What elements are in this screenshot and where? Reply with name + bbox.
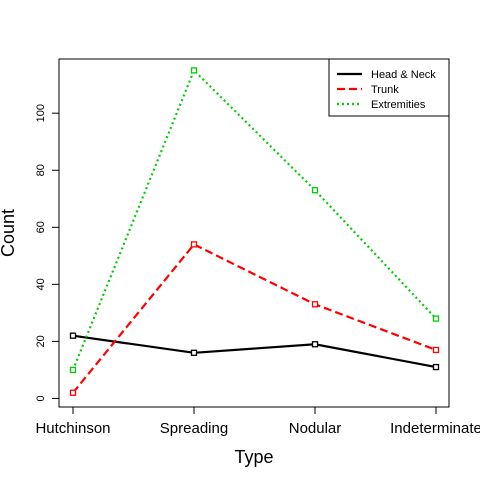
y-tick-label: 20 — [35, 335, 47, 347]
y-axis-title: Count — [0, 209, 18, 257]
y-tick-label: 0 — [35, 395, 47, 401]
x-tick-label: Hutchinson — [35, 420, 110, 437]
legend-box — [328, 58, 450, 117]
series-head-neck — [69, 332, 440, 371]
data-point — [311, 341, 319, 348]
x-tick-label: Indeterminate — [390, 420, 480, 437]
x-axis-title: Type — [234, 447, 273, 467]
series-layer — [69, 67, 440, 396]
legend-label: Extremities — [371, 99, 426, 111]
y-tick-label: 100 — [35, 104, 47, 122]
x-tick-label: Spreading — [160, 420, 228, 437]
series-extremities — [69, 67, 440, 374]
data-point — [190, 241, 198, 248]
series-trunk — [69, 241, 440, 396]
y-axis: 0 20 40 60 80 100 — [35, 104, 60, 402]
y-tick-label: 40 — [35, 278, 47, 290]
data-point — [432, 346, 440, 354]
legend: Head & Neck Trunk Extremities — [328, 58, 450, 117]
data-point — [69, 389, 77, 396]
data-point — [311, 301, 319, 308]
data-point — [432, 363, 440, 371]
data-point — [311, 187, 319, 194]
data-point — [432, 315, 440, 322]
legend-label: Head & Neck — [371, 69, 436, 81]
series-line — [72, 243, 437, 394]
legend-label: Trunk — [371, 84, 399, 96]
data-point — [69, 332, 77, 339]
x-tick-label: Nodular — [289, 420, 342, 437]
x-axis: Hutchinson Spreading Nodular Indeterminate — [35, 406, 480, 437]
series-line — [71, 68, 437, 371]
series-line — [72, 334, 437, 369]
y-tick-label: 60 — [35, 221, 47, 233]
y-tick-label: 80 — [35, 164, 47, 176]
data-point — [190, 349, 198, 356]
data-point — [190, 67, 198, 74]
data-point — [69, 366, 77, 374]
